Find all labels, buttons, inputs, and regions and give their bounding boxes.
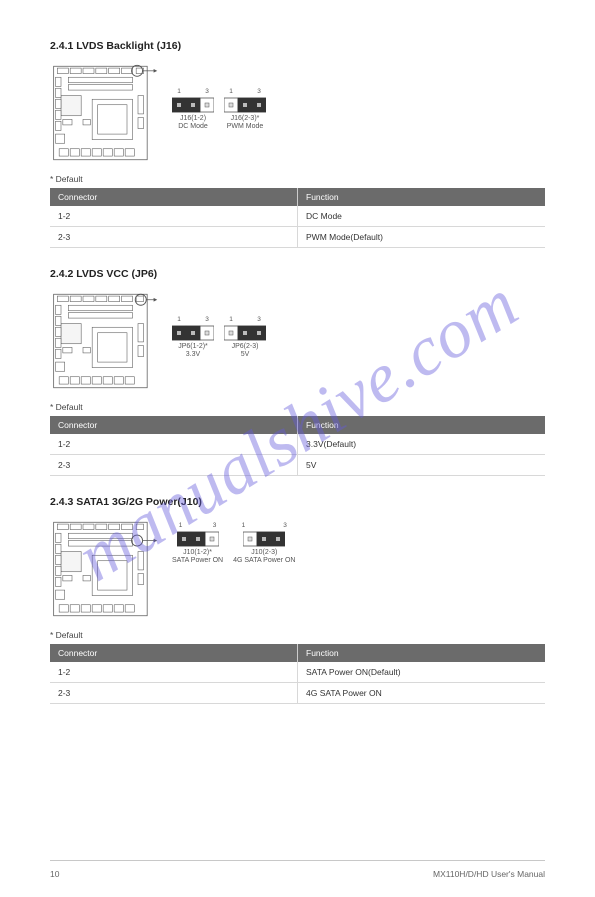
jumper-table: Connector Function 1-23.3V(Default) 2-35…: [50, 416, 545, 476]
jumper-states: 1 3 JP6(1-2)*3.3V 1 3 JP6(2-3)5V: [172, 286, 266, 360]
table-header: Function: [298, 644, 546, 662]
table-header: Connector: [50, 644, 298, 662]
table-row: 1-2DC Mode: [50, 206, 545, 227]
table-cell: PWM Mode(Default): [298, 227, 546, 248]
table-cell: DC Mode: [298, 206, 546, 227]
table-cell: 1-2: [50, 206, 298, 227]
pin-label: 3: [200, 316, 214, 323]
table-header: Function: [298, 416, 546, 434]
table-row: 1-2SATA Power ON(Default): [50, 662, 545, 683]
table-cell: 1-2: [50, 434, 298, 455]
page-root: 2.4.1 LVDS Backlight (J16) 1 3 J16(1-2)DC…: [0, 0, 595, 897]
pin-label: 3: [206, 522, 223, 529]
jumper-table: Connector Function 1-2DC Mode 2-3PWM Mod…: [50, 188, 545, 248]
pin-label: 1: [172, 88, 186, 95]
page-footer: 10 MX110H/D/HD User's Manual: [50, 869, 545, 879]
table-cell: 4G SATA Power ON: [298, 683, 546, 704]
diagram-row: 1 3 J10(1-2)*SATA Power ON 1 3 J10(2-3)4G …: [50, 514, 545, 624]
motherboard-diagram: [50, 514, 160, 624]
table-cell: 2-3: [50, 683, 298, 704]
default-note: * Default: [50, 630, 545, 640]
jumper-icon: [224, 325, 266, 341]
table-header: Connector: [50, 188, 298, 206]
jumper-caption: J16(1-2)DC Mode: [178, 115, 208, 132]
jumper-caption: JP6(1-2)*3.3V: [178, 343, 208, 360]
pin-label: 1: [172, 522, 189, 529]
table-cell: 5V: [298, 455, 546, 476]
jumper-state: 1 3 JP6(2-3)5V: [224, 316, 266, 360]
footer-title: MX110H/D/HD User's Manual: [433, 869, 545, 879]
pin-label: 1: [172, 316, 186, 323]
table-header: Function: [298, 188, 546, 206]
pin-label: 3: [252, 88, 266, 95]
section-lvds-backlight: 2.4.1 LVDS Backlight (J16) 1 3 J16(1-2)DC…: [50, 40, 545, 248]
jumper-icon: [224, 97, 266, 113]
section-lvds-vcc: 2.4.2 LVDS VCC (JP6) 1 3 JP6(1-2)*3.3V 1 3…: [50, 268, 545, 476]
default-note: * Default: [50, 402, 545, 412]
table-header: Connector: [50, 416, 298, 434]
section-title: 2.4.2 LVDS VCC (JP6): [50, 268, 545, 280]
jumper-state: 1 3 J10(1-2)*SATA Power ON: [172, 522, 223, 566]
jumper-icon: [172, 97, 214, 113]
jumper-icon: [172, 325, 214, 341]
table-cell: 2-3: [50, 455, 298, 476]
pin-label: 1: [233, 522, 254, 529]
jumper-state: 1 3 JP6(1-2)*3.3V: [172, 316, 214, 360]
section-title: 2.4.1 LVDS Backlight (J16): [50, 40, 545, 52]
table-cell: 2-3: [50, 227, 298, 248]
jumper-state: 1 3 J16(1-2)DC Mode: [172, 88, 214, 132]
table-row: 2-34G SATA Power ON: [50, 683, 545, 704]
table-cell: 1-2: [50, 662, 298, 683]
jumper-caption: JP6(2-3)5V: [232, 343, 259, 360]
diagram-row: 1 3 JP6(1-2)*3.3V 1 3 JP6(2-3)5V: [50, 286, 545, 396]
pin-label: 3: [252, 316, 266, 323]
section-sata-power: 2.4.3 SATA1 3G/2G Power(J10) 1 3 J10(1-2)…: [50, 496, 545, 704]
table-cell: SATA Power ON(Default): [298, 662, 546, 683]
pin-label: 1: [224, 88, 238, 95]
diagram-row: 1 3 J16(1-2)DC Mode 1 3 J16(2-3)*PWM Mode: [50, 58, 545, 168]
jumper-icon: [177, 531, 219, 547]
pin-label: 3: [275, 522, 296, 529]
footer-divider: [50, 860, 545, 861]
table-row: 2-3PWM Mode(Default): [50, 227, 545, 248]
jumper-state: 1 3 J16(2-3)*PWM Mode: [224, 88, 266, 132]
pin-label: 1: [224, 316, 238, 323]
pin-label: 3: [200, 88, 214, 95]
table-row: 1-23.3V(Default): [50, 434, 545, 455]
motherboard-diagram: [50, 58, 160, 168]
table-cell: 3.3V(Default): [298, 434, 546, 455]
default-note: * Default: [50, 174, 545, 184]
jumper-states: 1 3 J10(1-2)*SATA Power ON 1 3 J10(2-3)4G …: [172, 514, 295, 566]
jumper-state: 1 3 J10(2-3)4G SATA Power ON: [233, 522, 295, 566]
jumper-icon: [243, 531, 285, 547]
motherboard-diagram: [50, 286, 160, 396]
section-title: 2.4.3 SATA1 3G/2G Power(J10): [50, 496, 545, 508]
page-number: 10: [50, 869, 59, 879]
jumper-caption: J10(1-2)*SATA Power ON: [172, 549, 223, 566]
jumper-table: Connector Function 1-2SATA Power ON(Defa…: [50, 644, 545, 704]
jumper-states: 1 3 J16(1-2)DC Mode 1 3 J16(2-3)*PWM Mode: [172, 58, 266, 132]
table-row: 2-35V: [50, 455, 545, 476]
jumper-caption: J16(2-3)*PWM Mode: [227, 115, 264, 132]
jumper-caption: J10(2-3)4G SATA Power ON: [233, 549, 295, 566]
